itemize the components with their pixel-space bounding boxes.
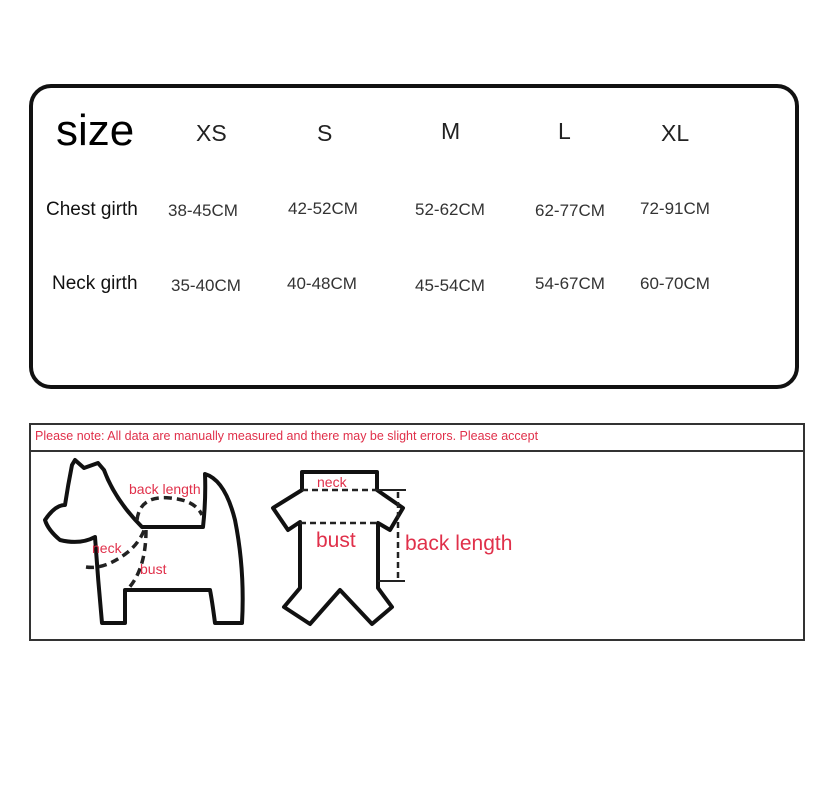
shirt-label-neck: neck [317,474,348,490]
dog-label-back-length: back length [129,481,201,497]
shirt-label-bust: bust [316,529,356,552]
size-table-frame [29,84,799,389]
chest-m: 52-62CM [415,200,485,219]
size-title: size [56,106,135,155]
note-row: Please note: All data are manually measu… [31,425,803,452]
size-header-m: M [441,118,461,144]
dog-outline-icon [43,458,245,625]
dog-label-neck: neck [92,540,123,556]
shirt-label-back-length: back length [405,532,512,555]
measurement-note-box: Please note: All data are manually measu… [29,423,805,641]
neck-l: 54-67CM [535,274,605,293]
back-length-dash [135,495,204,521]
row-label-neck: Neck girth [52,273,138,294]
size-header-xs: XS [196,120,227,146]
chest-l: 62-77CM [535,201,605,220]
note-text: Please note: All data are manually measu… [35,429,539,443]
neck-s: 40-48CM [287,274,357,293]
dog-label-bust: bust [140,561,167,577]
size-header-l: L [558,118,571,144]
chest-xl: 72-91CM [640,199,710,218]
chest-xs: 38-45CM [168,201,238,220]
chest-s: 42-52CM [288,199,358,218]
neck-dash [85,527,147,570]
size-header-s: S [317,120,333,146]
row-label-chest: Chest girth [46,199,138,220]
neck-xl: 60-70CM [640,274,710,293]
neck-m: 45-54CM [415,276,485,295]
neck-xs: 35-40CM [171,276,241,295]
bust-dash [125,529,148,592]
size-header-xl: XL [661,120,690,146]
